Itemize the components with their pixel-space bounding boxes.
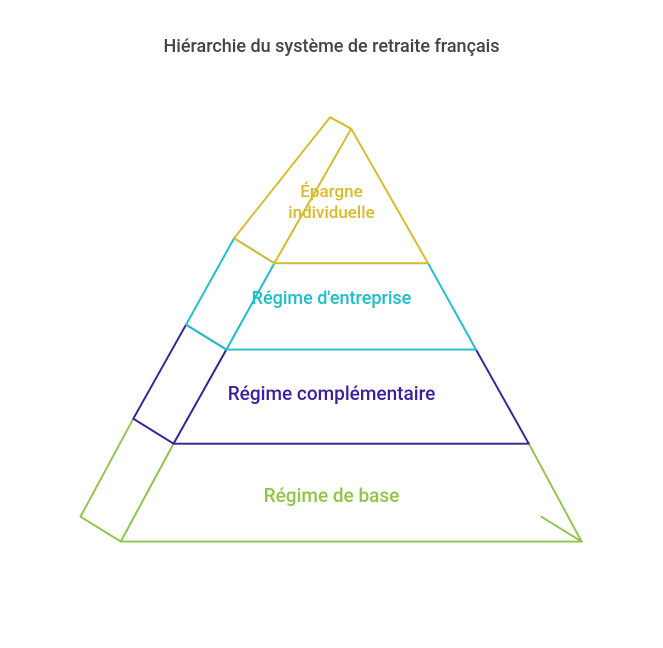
pyramid-level-complementaire: Régime complémentaire (52, 382, 612, 406)
pyramid-diagram: Régime de base Régime complémentaire Régim… (52, 100, 612, 580)
pyramid-level-epargne: Épargneindividuelle (52, 182, 612, 225)
page-title: Hiérarchie du système de retraite frança… (0, 36, 663, 57)
pyramid-level-entreprise: Régime d'entreprise (52, 288, 612, 311)
pyramid-level-base: Régime de base (52, 484, 612, 508)
pyramid-svg (52, 100, 612, 580)
